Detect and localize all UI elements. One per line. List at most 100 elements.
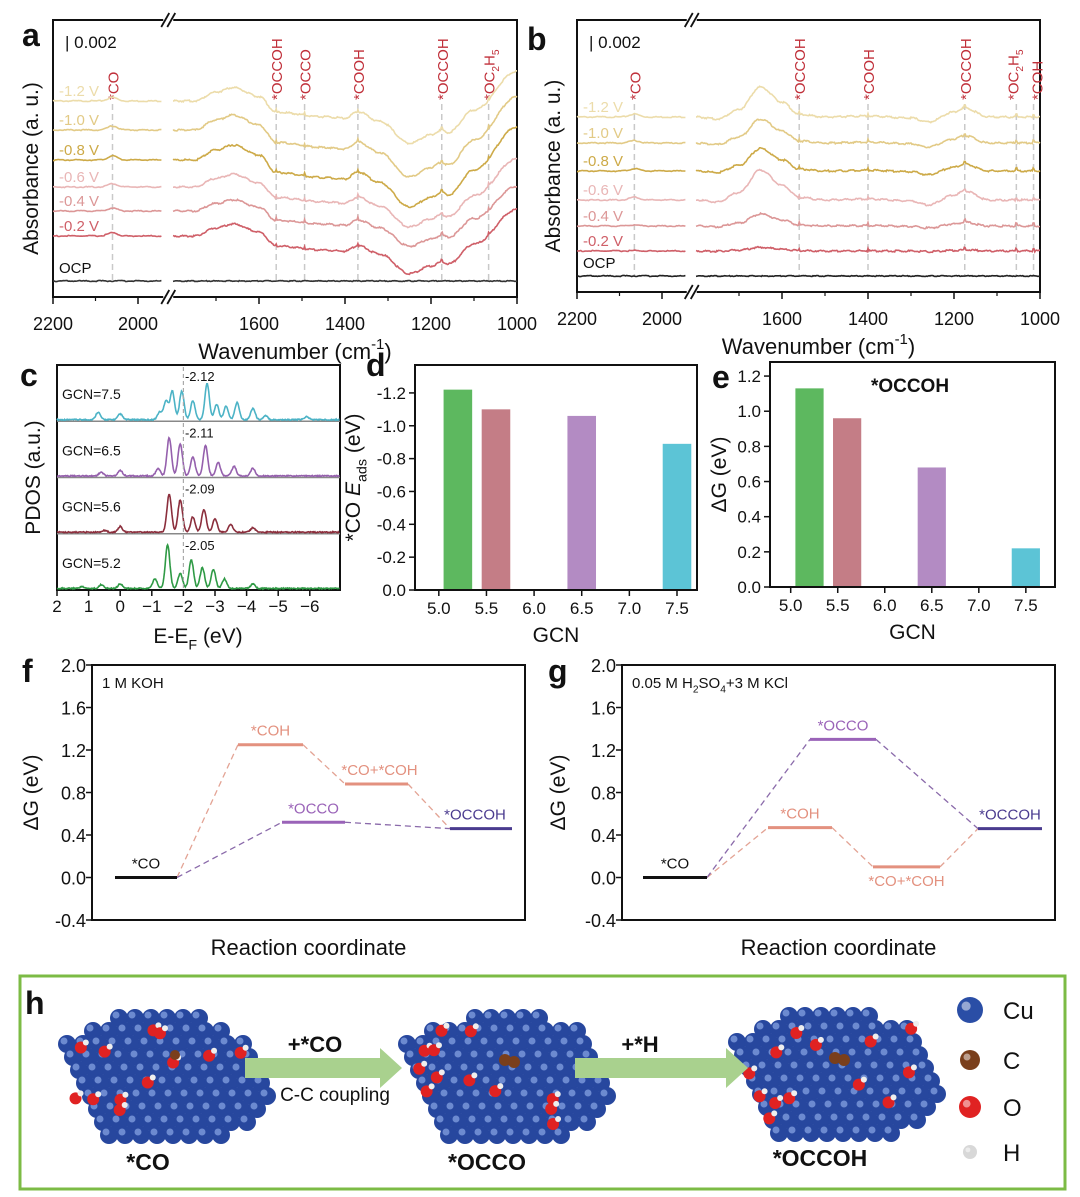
series-label: -1.2 V [59, 83, 99, 100]
atom-highlight [846, 1113, 854, 1121]
h-atom [77, 1090, 84, 1097]
atom-highlight [570, 1024, 578, 1032]
step-label: *OCCO [288, 800, 339, 817]
pathway-connector [407, 783, 451, 830]
atom-highlight [416, 1037, 424, 1045]
atom-highlight [812, 1074, 820, 1082]
panel-label-a: a [22, 17, 40, 53]
panel-label-b: b [527, 21, 547, 57]
atom-highlight [140, 1037, 148, 1045]
atom-highlight [468, 1011, 476, 1019]
h-atom [161, 1025, 168, 1032]
x-axis-label: Wavenumber (cm-1) [198, 336, 391, 364]
h-atom [872, 1033, 879, 1040]
x-tick-label: −5 [269, 597, 288, 616]
x-tick-label: 5.0 [427, 599, 451, 618]
series-label: -1.0 V [59, 112, 99, 129]
h-atom [761, 1088, 768, 1095]
label-part: H [1005, 55, 1022, 66]
x-axis-label: GCN [533, 624, 580, 647]
atom-highlight [504, 1089, 512, 1097]
label-part: *OC [482, 71, 499, 100]
c-atom [829, 1052, 841, 1064]
bar [795, 388, 824, 587]
pathway-connector [176, 744, 239, 878]
spectrum-line [577, 147, 1041, 177]
atom-highlight [920, 1100, 928, 1108]
cu-atom [834, 1124, 852, 1142]
cu-atom [196, 1126, 214, 1144]
label-part: F [188, 637, 197, 653]
atom-highlight [60, 1037, 68, 1045]
atom-highlight [110, 1076, 118, 1084]
cu-atom [456, 1126, 474, 1144]
h-atom [149, 1074, 156, 1081]
atom-highlight [238, 1076, 246, 1084]
spectrum-line [576, 274, 1041, 278]
atom-highlight [798, 1113, 806, 1121]
x-tick-label: 1400 [325, 314, 365, 334]
atom-highlight [470, 1050, 478, 1058]
atom-highlight [112, 1115, 120, 1123]
atom-highlight [820, 1022, 828, 1030]
atom-highlight [192, 1115, 200, 1123]
atom-highlight [406, 1050, 414, 1058]
atom-highlight [468, 1115, 476, 1123]
y-tick-label: 1.2 [591, 741, 616, 761]
cu-atom [908, 1111, 926, 1129]
label-part: *OCCOH [435, 38, 452, 100]
atom-highlight [154, 1102, 162, 1110]
bar [567, 415, 597, 590]
label-part: 2 [1015, 66, 1026, 72]
atom-highlight [72, 1063, 80, 1071]
pdos-line [56, 542, 340, 591]
atom-highlight [496, 1037, 504, 1045]
atom-highlight [254, 1076, 262, 1084]
atom-highlight [530, 1076, 538, 1084]
legend-h-icon [963, 1145, 977, 1159]
atom-highlight [782, 1009, 790, 1017]
label-part: *CO [106, 72, 123, 100]
h-atom [421, 1060, 428, 1067]
y-tick-label: 0.4 [737, 508, 761, 527]
atom-highlight [854, 1061, 862, 1069]
label-part: E [342, 481, 365, 496]
h-atom [472, 1023, 479, 1030]
atom-highlight [172, 1037, 180, 1045]
atom-highlight [482, 1076, 490, 1084]
atom-highlight [961, 1001, 971, 1011]
spectrum-line [576, 211, 1040, 230]
atom-highlight [96, 1115, 104, 1123]
atom-highlight [965, 1147, 971, 1153]
step-label: *OCCOH [979, 807, 1041, 824]
spectrum-line [52, 70, 517, 145]
atom-highlight [118, 1128, 126, 1136]
step-label: *OCCOH [444, 807, 506, 824]
label-part: *COOH [861, 49, 878, 100]
atom-highlight [532, 1115, 540, 1123]
atom-highlight [736, 1048, 744, 1056]
atom-highlight [452, 1115, 460, 1123]
atom-highlight [784, 1048, 792, 1056]
atom-highlight [804, 1022, 812, 1030]
reaction-arrow [245, 1048, 402, 1088]
pdos-line [56, 493, 340, 535]
atom-highlight [228, 1089, 236, 1097]
atom-highlight [730, 1035, 738, 1043]
atom-highlight [112, 1011, 120, 1019]
atom-highlight [520, 1089, 528, 1097]
intermediate-label: *CO [126, 1149, 169, 1175]
atom-highlight [576, 1037, 584, 1045]
atom-highlight [158, 1076, 166, 1084]
x-tick-label: 5.0 [779, 596, 803, 615]
legend-label: Cu [1003, 998, 1034, 1025]
atom-highlight [486, 1050, 494, 1058]
atom-highlight [86, 1024, 94, 1032]
step-label: *CO [661, 856, 689, 873]
label-part: Wavenumber (cm [198, 339, 371, 364]
atom-highlight [108, 1037, 116, 1045]
cu-atom [520, 1126, 538, 1144]
label-part: E-E [153, 625, 188, 648]
atom-highlight [578, 1076, 586, 1084]
cu-atom [504, 1126, 522, 1144]
